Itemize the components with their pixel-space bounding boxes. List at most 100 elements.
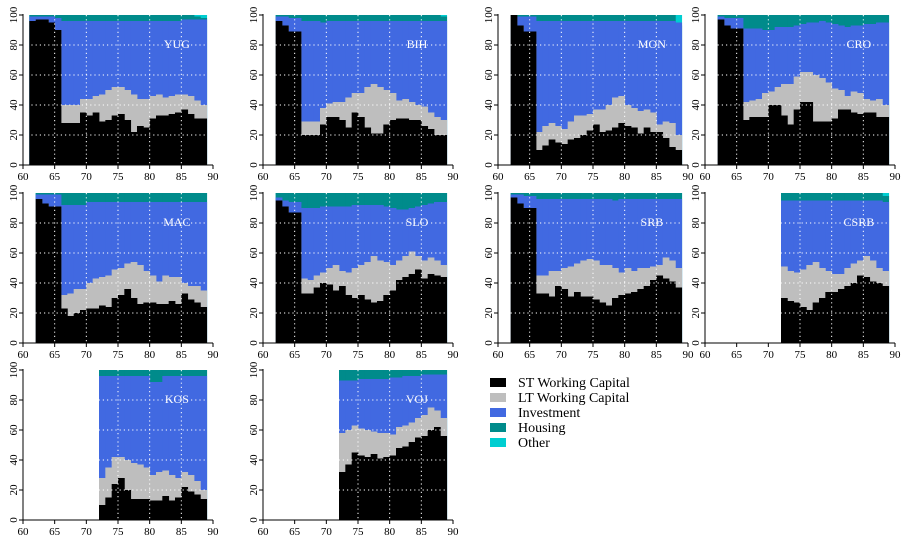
bar-investment-bih-70 xyxy=(326,21,334,165)
bar-investment-mac-73 xyxy=(105,202,113,343)
bar-investment-kos-78 xyxy=(137,376,144,520)
bar-investment-mon-71 xyxy=(567,21,575,165)
bar-st-yug-74 xyxy=(111,115,119,165)
bar-investment-bih-71 xyxy=(332,21,340,165)
bar-st-slo-82 xyxy=(402,277,410,343)
bar-st-srb-88 xyxy=(675,287,683,343)
bar-st-mac-64 xyxy=(48,206,56,343)
x-tick-label: 75 xyxy=(795,349,807,361)
bar-st-cro-86 xyxy=(869,112,877,165)
bar-investment-mon-69 xyxy=(555,21,562,165)
bar-investment-cro-88 xyxy=(882,22,890,165)
x-tick-label: 85 xyxy=(176,171,188,183)
x-tick-label: 75 xyxy=(113,349,125,361)
x-tick-label: 60 xyxy=(700,349,712,361)
x-tick-label: 60 xyxy=(258,171,270,183)
bar-st-cro-84 xyxy=(857,114,864,165)
bar-st-cro-82 xyxy=(844,109,852,165)
bar-investment-mon-68 xyxy=(548,21,556,165)
y-tick-label: 20 xyxy=(248,129,260,141)
y-tick-label: 80 xyxy=(8,39,20,51)
bar-st-csrb-75 xyxy=(800,307,807,343)
bar-st-mac-70 xyxy=(86,308,94,343)
bar-st-slo-83 xyxy=(408,274,416,343)
bar-st-cro-73 xyxy=(787,124,795,165)
bar-st-yug-72 xyxy=(99,121,106,165)
bar-st-bih-82 xyxy=(402,118,410,165)
x-tick-label: 65 xyxy=(731,349,743,361)
bar-st-cro-71 xyxy=(774,105,782,165)
bar-investment-kos-74 xyxy=(111,376,119,520)
y-tick-label: 0 xyxy=(483,340,495,346)
bar-st-mon-78 xyxy=(612,127,619,165)
y-tick-label: 40 xyxy=(248,454,260,466)
y-tick-label: 80 xyxy=(690,39,702,51)
bar-investment-mon-88 xyxy=(675,22,683,165)
y-tick-label: 0 xyxy=(248,162,260,168)
bar-st-mac-66 xyxy=(61,308,68,343)
x-tick-label: 90 xyxy=(448,171,460,183)
bar-investment-bih-66 xyxy=(301,21,308,165)
bar-st-bih-86 xyxy=(427,129,435,165)
bar-investment-yug-77 xyxy=(130,21,138,165)
bar-st-yug-87 xyxy=(194,118,201,165)
x-tick-label: 60 xyxy=(700,171,712,183)
bar-st-csrb-85 xyxy=(863,277,871,343)
bar-st-csrb-74 xyxy=(793,302,801,343)
bar-st-mon-73 xyxy=(580,135,588,165)
panel-cro: 60 65 70 75 80 85 90 0 20 40 60 80 100 CRO xyxy=(690,6,901,183)
bar-lt-kos-82 xyxy=(162,470,170,520)
x-tick-label: 90 xyxy=(208,349,220,361)
legend-label: LT Working Capital xyxy=(518,391,630,406)
bar-investment-mon-70 xyxy=(561,21,569,165)
bar-st-cro-64 xyxy=(730,28,738,165)
bar-investment-mon-87 xyxy=(669,21,676,165)
bar-st-slo-67 xyxy=(307,293,315,343)
bar-lt-mon-87 xyxy=(669,123,676,165)
x-tick-label: 70 xyxy=(321,526,333,537)
y-tick-label: 40 xyxy=(483,99,495,111)
bar-st-slo-84 xyxy=(415,269,422,343)
bar-investment-mon-85 xyxy=(656,21,664,165)
bar-investment-kos-88 xyxy=(200,376,208,520)
bar-investment-yug-88 xyxy=(200,19,208,165)
bar-investment-bih-68 xyxy=(313,21,321,165)
panel-slo: 60 65 70 75 80 85 90 0 20 40 60 80 100 SLO xyxy=(248,184,459,361)
bar-st-mac-87 xyxy=(194,302,201,343)
x-tick-label: 85 xyxy=(416,349,428,361)
bar-investment-cro-87 xyxy=(876,22,883,165)
y-tick-label: 0 xyxy=(8,162,20,168)
legend-swatch xyxy=(490,378,506,387)
bar-st-cro-81 xyxy=(838,109,845,165)
x-tick-label: 85 xyxy=(416,171,428,183)
bar-st-slo-74 xyxy=(351,298,359,343)
bar-investment-yug-79 xyxy=(143,21,151,165)
bar-st-mac-63 xyxy=(42,203,49,343)
bar-st-yug-86 xyxy=(187,114,195,165)
bar-st-voj-84 xyxy=(415,437,422,520)
bar-investment-bih-67 xyxy=(307,21,315,165)
bar-st-yug-82 xyxy=(162,115,170,165)
bar-st-mac-62 xyxy=(35,199,43,343)
bar-st-csrb-72 xyxy=(781,298,788,343)
x-tick-label: 85 xyxy=(176,349,188,361)
bar-investment-srb-67 xyxy=(542,199,550,343)
bar-st-srb-73 xyxy=(580,296,588,343)
y-tick-label: 80 xyxy=(690,217,702,229)
bar-st-voj-88 xyxy=(440,436,448,520)
bar-st-bih-88 xyxy=(440,135,448,165)
bar-st-slo-88 xyxy=(440,277,448,343)
bar-lt-kos-81 xyxy=(156,472,163,520)
legend-label: Housing xyxy=(518,421,565,436)
bar-st-mac-73 xyxy=(105,307,113,343)
bar-st-slo-85 xyxy=(421,278,429,343)
bar-st-mac-80 xyxy=(149,302,157,343)
x-tick-label: 65 xyxy=(49,171,61,183)
bar-investment-cro-85 xyxy=(863,24,871,165)
bar-st-slo-66 xyxy=(301,293,308,343)
bar-st-mon-66 xyxy=(536,150,543,165)
bar-st-srb-83 xyxy=(643,286,651,343)
bar-investment-mon-78 xyxy=(612,21,619,165)
bar-investment-mac-72 xyxy=(99,202,106,343)
bar-st-mon-74 xyxy=(586,130,594,165)
